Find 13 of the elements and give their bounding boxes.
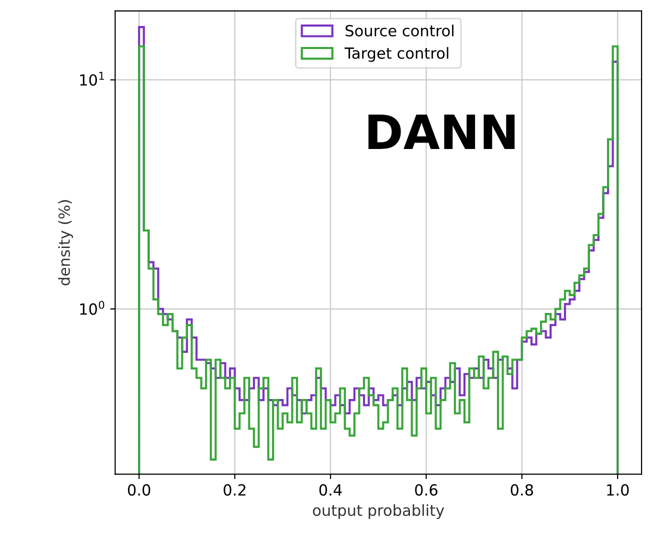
- x-tick-label: 0.4: [319, 484, 342, 496]
- x-tick-label: 0.0: [128, 484, 150, 496]
- y-tick-label: 10$^{1}$: [80, 72, 104, 86]
- x-tick-label: 0.6: [415, 484, 438, 496]
- x-tick-label: 0.8: [510, 484, 534, 496]
- legend-label: Source control: [346, 24, 454, 36]
- legend-label: Target control: [344, 47, 448, 62]
- annotation: DANN: [368, 114, 515, 150]
- x-axis-title: output probablity: [312, 504, 444, 519]
- x-tick-label: 0.2: [224, 484, 246, 496]
- y-axis-title: density (%): [58, 200, 73, 286]
- y-tick-label: 10$^{0}$: [80, 300, 104, 315]
- x-tick-label: 1.0: [607, 484, 629, 496]
